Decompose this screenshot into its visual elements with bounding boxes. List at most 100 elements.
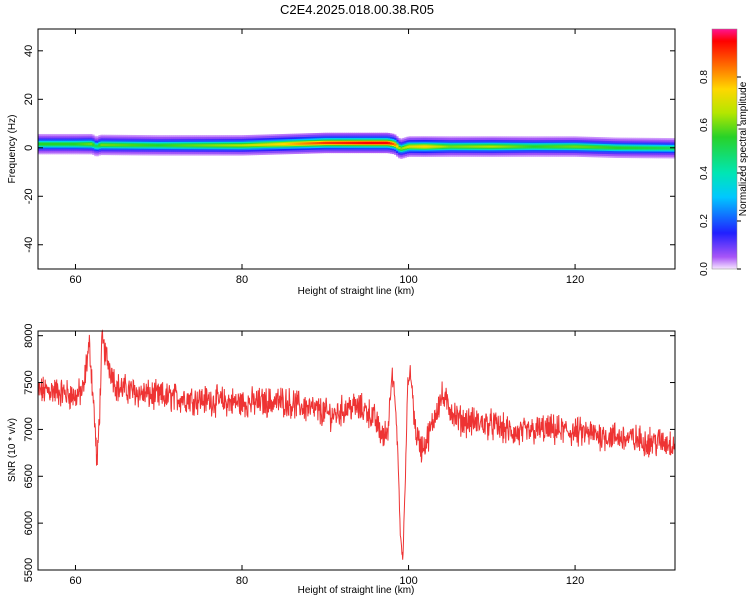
heat-cell-6 <box>300 142 303 145</box>
heat-cell-6 <box>85 143 89 146</box>
heat-cell-6 <box>429 145 432 148</box>
heat-cell-6 <box>189 144 193 147</box>
spectrogram-x-ticks: 60 80 100 120 <box>69 29 584 286</box>
heat-cell-6 <box>583 145 586 148</box>
colorbar-gradient <box>712 29 737 269</box>
heat-cell-6 <box>50 143 53 146</box>
heat-cell-6 <box>512 145 516 148</box>
heat-cell-6 <box>106 143 110 147</box>
heat-cell-6 <box>550 145 553 148</box>
heat-cell-6 <box>593 146 597 149</box>
heat-cell-6 <box>185 144 189 147</box>
heat-cell-6 <box>641 146 645 150</box>
heat-cell-6 <box>560 145 563 148</box>
spectrogram-x-tick-label: 80 <box>236 274 248 286</box>
heat-cell-6 <box>616 146 620 149</box>
heat-cell-6 <box>210 144 214 147</box>
heat-cell-6 <box>498 145 501 148</box>
heat-cell-6 <box>475 145 478 148</box>
heat-cell-6 <box>115 143 118 147</box>
heat-cell-6 <box>177 144 180 147</box>
snr-x-tick-label: 60 <box>69 575 81 587</box>
heat-cell-6 <box>214 144 218 147</box>
heat-cell-6 <box>629 146 632 149</box>
heat-cell-6 <box>256 143 260 146</box>
heat-cell-6 <box>287 142 291 146</box>
heat-cell-6 <box>446 145 449 148</box>
heat-cell-6 <box>142 144 145 147</box>
heat-cell-6 <box>406 145 409 148</box>
heat-cell-6 <box>212 144 216 147</box>
spectrogram-y-tick-label: 0 <box>23 145 35 151</box>
spectrogram-y-label: Frequency (Hz) <box>7 115 18 184</box>
heat-cell-6 <box>264 143 268 146</box>
heat-cell-6 <box>620 146 624 149</box>
heat-cell-6 <box>242 144 245 147</box>
colorbar: 0.0 0.2 0.4 0.6 0.8 Normalized spectral ampl… <box>699 28 749 276</box>
heat-cell-6 <box>204 144 208 147</box>
heat-cell-6 <box>146 144 149 147</box>
heat-cell-6 <box>631 146 634 150</box>
heat-cell-6 <box>333 141 337 145</box>
heat-cell-6 <box>244 144 247 147</box>
heat-cell-6 <box>352 141 355 145</box>
heat-cell-6 <box>470 145 474 148</box>
heat-cell-6 <box>181 144 185 147</box>
heat-cell-6 <box>650 146 653 150</box>
snr-series-line <box>37 329 676 560</box>
heat-cell-6 <box>194 144 197 147</box>
heat-cell-6 <box>154 144 158 147</box>
heat-cell-6 <box>535 145 539 148</box>
heat-cell-6 <box>296 142 299 145</box>
heat-cell-6 <box>450 145 453 148</box>
heat-cell-6 <box>148 144 151 147</box>
heat-cell-6 <box>306 142 310 145</box>
heat-cell-6 <box>654 147 657 150</box>
heat-cell-6 <box>364 141 368 145</box>
heat-cell-6 <box>489 145 493 148</box>
heat-cell-6 <box>133 144 137 147</box>
heat-cell-6 <box>69 143 72 146</box>
heat-cell-6 <box>448 145 451 148</box>
heat-cell-6 <box>129 144 133 147</box>
heat-cell-6 <box>427 145 430 148</box>
heat-cell-6 <box>206 144 210 147</box>
heat-cell-6 <box>152 144 155 147</box>
heat-cell-6 <box>362 141 366 145</box>
heat-cell-6 <box>96 145 99 148</box>
heat-cell-6 <box>283 143 287 146</box>
heat-cell-6 <box>329 141 332 145</box>
heat-cell-6 <box>54 143 58 146</box>
heat-cell-6 <box>625 146 628 149</box>
snr-x-tick-label: 100 <box>399 575 417 587</box>
heat-cell-6 <box>104 143 108 147</box>
heat-cell-6 <box>622 146 626 149</box>
heat-cell-6 <box>135 144 139 147</box>
heat-cell-6 <box>269 143 272 146</box>
heat-cell-6 <box>312 142 316 145</box>
snr-x-tick-label: 80 <box>236 575 248 587</box>
heat-cell-6 <box>62 143 66 146</box>
heat-cell-6 <box>662 147 665 150</box>
heat-cell-6 <box>645 146 649 150</box>
heat-cell-6 <box>606 146 609 149</box>
heat-cell-6 <box>377 141 380 145</box>
heat-cell-6 <box>575 145 578 148</box>
heat-cell-6 <box>664 147 668 150</box>
heat-cell-6 <box>356 141 359 145</box>
heat-cell-6 <box>518 145 522 148</box>
heat-cell-6 <box>46 143 49 146</box>
heat-cell-6 <box>44 143 47 146</box>
heat-cell-6 <box>477 145 480 148</box>
heat-cell-6 <box>314 142 318 145</box>
heat-cell-6 <box>140 144 143 147</box>
heat-cell-6 <box>533 145 536 148</box>
snr-y-tick-label: 7000 <box>23 417 35 441</box>
heat-cell-6 <box>339 141 343 145</box>
heat-cell-6 <box>608 146 611 149</box>
heat-cell-6 <box>164 144 168 147</box>
heat-cell-6 <box>219 144 222 147</box>
heat-cell-6 <box>443 145 447 148</box>
heat-cell-6 <box>65 143 68 146</box>
heat-cell-6 <box>391 142 395 145</box>
